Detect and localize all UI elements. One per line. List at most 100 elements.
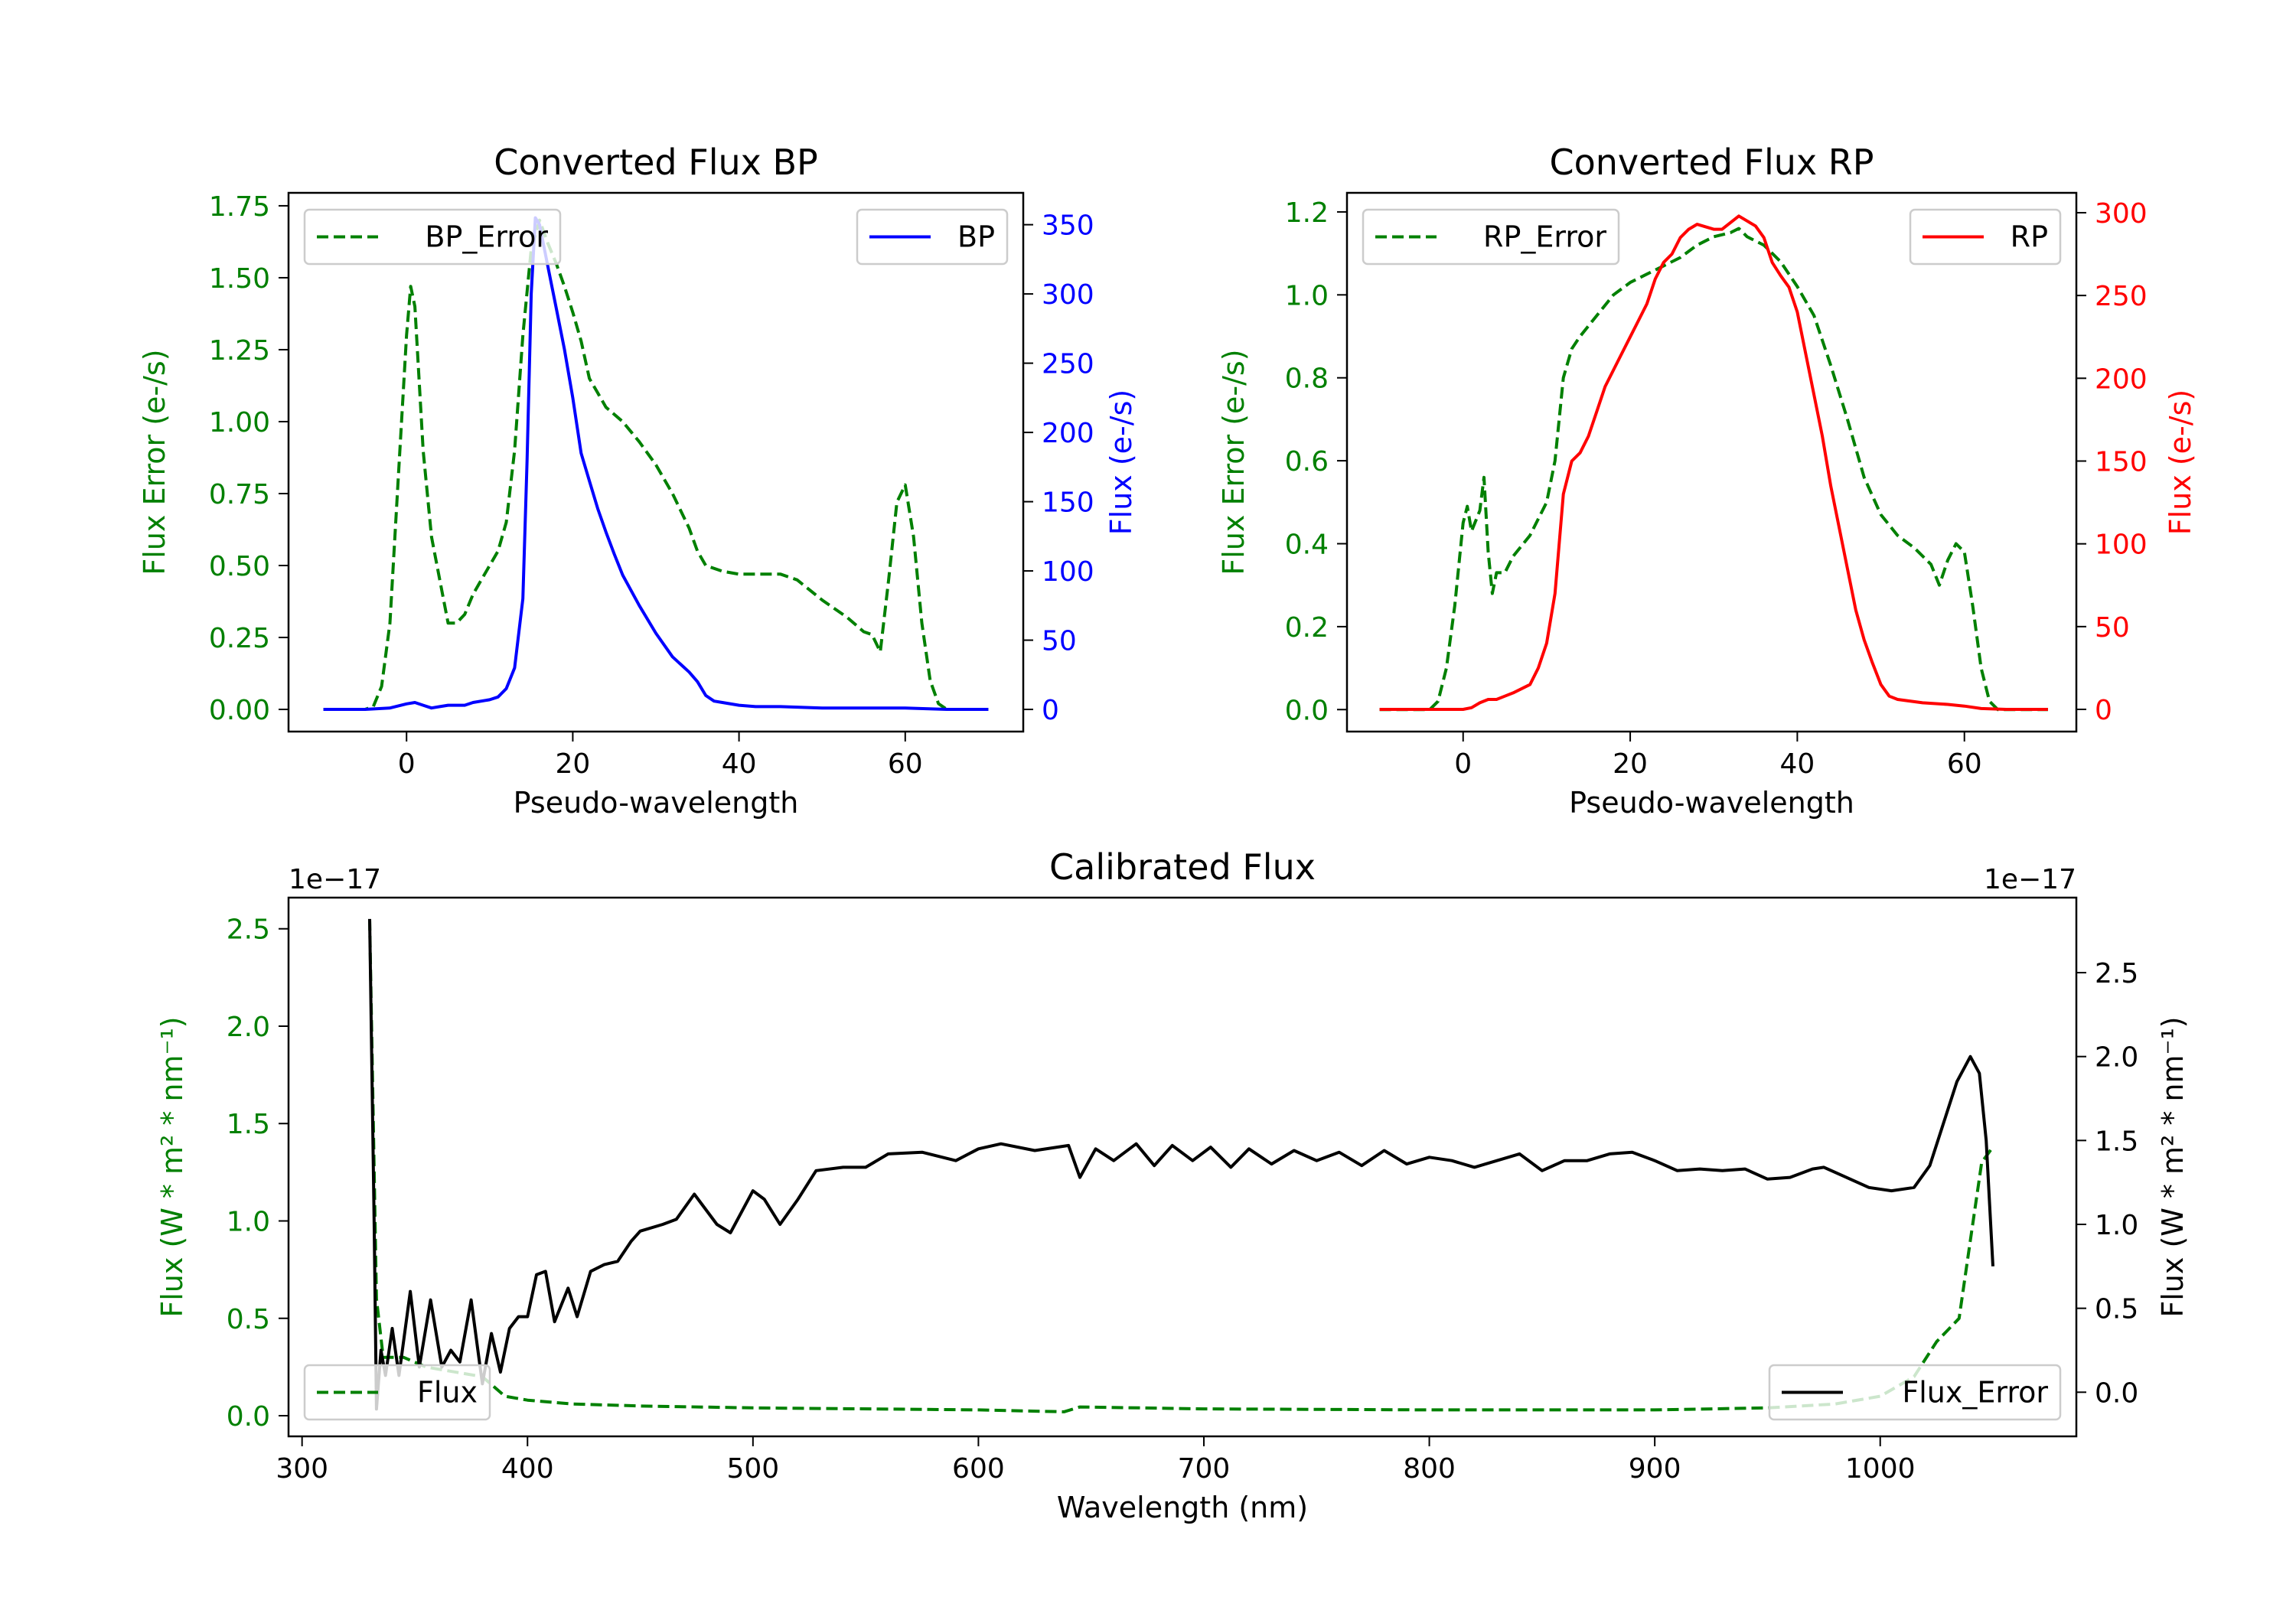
x-tick-label: 0 (1454, 748, 1472, 780)
legend-label: BP_Error (425, 220, 548, 254)
y-left-axis-label: Flux Error (e-/s) (138, 349, 171, 575)
y-left-tick-label: 1.25 (209, 335, 270, 367)
y-right-tick-label: 150 (1042, 487, 1094, 519)
legend-label: RP (2011, 220, 2048, 254)
series-bp-line (323, 216, 989, 711)
x-tick-label: 60 (888, 748, 923, 780)
y-left-axis-label: Flux Error (e-/s) (1217, 349, 1251, 575)
legend-box (1362, 208, 1620, 266)
legend-bp: BP (856, 208, 1009, 266)
x-tick-label: 600 (952, 1453, 1005, 1485)
legend-flux-error: Flux_Error (1768, 1364, 2062, 1421)
legend-box (1909, 208, 2062, 266)
y-right-tick-label: 0 (2095, 695, 2112, 726)
y-left-tick-label: 0.0 (227, 1401, 270, 1433)
y-left-tick-label: 0.4 (1285, 529, 1329, 560)
chart-title: Calibrated Flux (1049, 846, 1316, 888)
legend-flux: Flux (303, 1364, 491, 1421)
x-axis-label: Pseudo-wavelength (514, 786, 799, 820)
y-left-tick-label: 1.0 (227, 1207, 270, 1238)
panel-2: 300 400 500 600 700 800 900 1000 0.0 0.5 1.0 1.5 2.0… (155, 846, 2190, 1524)
y-left-tick-label: 0.25 (209, 623, 270, 654)
x-tick-label: 800 (1403, 1453, 1456, 1485)
y-right-tick-label: 2.0 (2095, 1042, 2138, 1074)
y-left-axis-label: Flux (W * m² * nm⁻¹) (155, 1016, 189, 1317)
x-tick-label: 40 (1779, 748, 1815, 780)
panel-0: 0 20 40 60 0.00 0.25 0.50 0.75 1.00 1.25 1.50 1.75 0… (138, 142, 1138, 820)
y-right-tick-label: 250 (2095, 281, 2148, 312)
y-left-tick-label: 0.6 (1285, 446, 1329, 478)
y-left-tick-label: 1.5 (227, 1109, 270, 1140)
y-right-tick-label: 350 (1042, 210, 1094, 242)
y-right-tick-label: 100 (1042, 556, 1094, 588)
y-right-tick-label: 0 (1042, 695, 1059, 726)
y-right-tick-label: 300 (2095, 198, 2148, 230)
legend-label: BP (957, 220, 995, 254)
y-right-tick-label: 150 (2095, 446, 2148, 478)
x-tick-label: 700 (1178, 1453, 1231, 1485)
x-tick-label: 40 (722, 748, 757, 780)
y-left-tick-label: 0.8 (1285, 363, 1329, 395)
plot-area (1379, 214, 2048, 712)
legend-label: Flux (417, 1376, 478, 1410)
x-tick-label: 400 (501, 1453, 554, 1485)
x-tick-label: 300 (276, 1453, 328, 1485)
y-left-tick-label: 1.50 (209, 263, 270, 295)
legend-label: RP_Error (1483, 220, 1606, 254)
axes-frame (287, 896, 2078, 1438)
y-right-axis-label: Flux (e-/s) (1104, 390, 1138, 535)
y-right-tick-label: 200 (2095, 363, 2148, 395)
y-right-tick-label: 2.5 (2095, 958, 2138, 989)
y-right-tick-label: 50 (1042, 626, 1077, 657)
y-left-tick-label: 1.2 (1285, 197, 1329, 229)
legend-rp-error: RP_Error (1362, 208, 1620, 266)
y-right-tick-label: 0.0 (2095, 1377, 2138, 1409)
y-left-tick-label: 0.75 (209, 479, 270, 510)
y-right-offset-text: 1e−17 (1984, 864, 2076, 895)
legend-box (303, 208, 562, 266)
x-tick-label: 20 (1613, 748, 1648, 780)
y-right-tick-label: 50 (2095, 612, 2130, 644)
y-right-tick-label: 300 (1042, 279, 1094, 311)
plot-area (323, 216, 989, 711)
y-right-tick-label: 1.5 (2095, 1126, 2138, 1157)
y-left-tick-label: 2.5 (227, 914, 270, 946)
y-left-tick-label: 1.75 (209, 191, 270, 223)
legend-rp: RP (1909, 208, 2062, 266)
y-right-tick-label: 1.0 (2095, 1210, 2138, 1241)
y-left-tick-label: 2.0 (227, 1012, 270, 1043)
x-tick-label: 1000 (1845, 1453, 1916, 1485)
axes-frame (287, 191, 1025, 733)
legend-box (303, 1364, 491, 1421)
axes-frame (1345, 191, 2078, 733)
x-axis-label: Wavelength (nm) (1057, 1491, 1308, 1524)
legend-box (1768, 1364, 2062, 1421)
y-right-tick-label: 100 (2095, 530, 2148, 561)
chart-title: Converted Flux BP (494, 142, 818, 183)
x-tick-label: 500 (726, 1453, 779, 1485)
y-right-tick-label: 250 (1042, 349, 1094, 380)
panel-1: 0 20 40 60 0.0 0.2 0.4 0.6 0.8 1.0 1.2 0 50 100 150 200… (1217, 142, 2197, 820)
x-axis-label: Pseudo-wavelength (1569, 786, 1854, 820)
y-left-tick-label: 1.0 (1285, 280, 1329, 311)
y-left-tick-label: 0.50 (209, 551, 270, 582)
y-right-tick-label: 0.5 (2095, 1294, 2138, 1325)
series-bp-error-line (323, 218, 989, 711)
y-right-tick-label: 200 (1042, 418, 1094, 449)
y-left-tick-label: 0.2 (1285, 612, 1329, 644)
series-flux-line (368, 918, 1994, 1411)
y-left-tick-label: 0.0 (1285, 695, 1329, 726)
y-right-axis-label: Flux (W * m² * nm⁻¹) (2156, 1016, 2190, 1317)
x-tick-label: 20 (555, 748, 590, 780)
series-rp-line (1379, 214, 2048, 711)
y-left-offset-text: 1e−17 (289, 864, 381, 895)
legend-label: Flux_Error (1902, 1376, 2048, 1410)
y-left-tick-label: 0.00 (209, 695, 270, 726)
x-tick-label: 900 (1629, 1453, 1681, 1485)
y-left-tick-label: 1.00 (209, 407, 270, 438)
legend-bp-error: BP_Error (303, 208, 562, 266)
y-right-axis-label: Flux (e-/s) (2164, 390, 2197, 535)
x-tick-label: 60 (1947, 748, 1982, 780)
